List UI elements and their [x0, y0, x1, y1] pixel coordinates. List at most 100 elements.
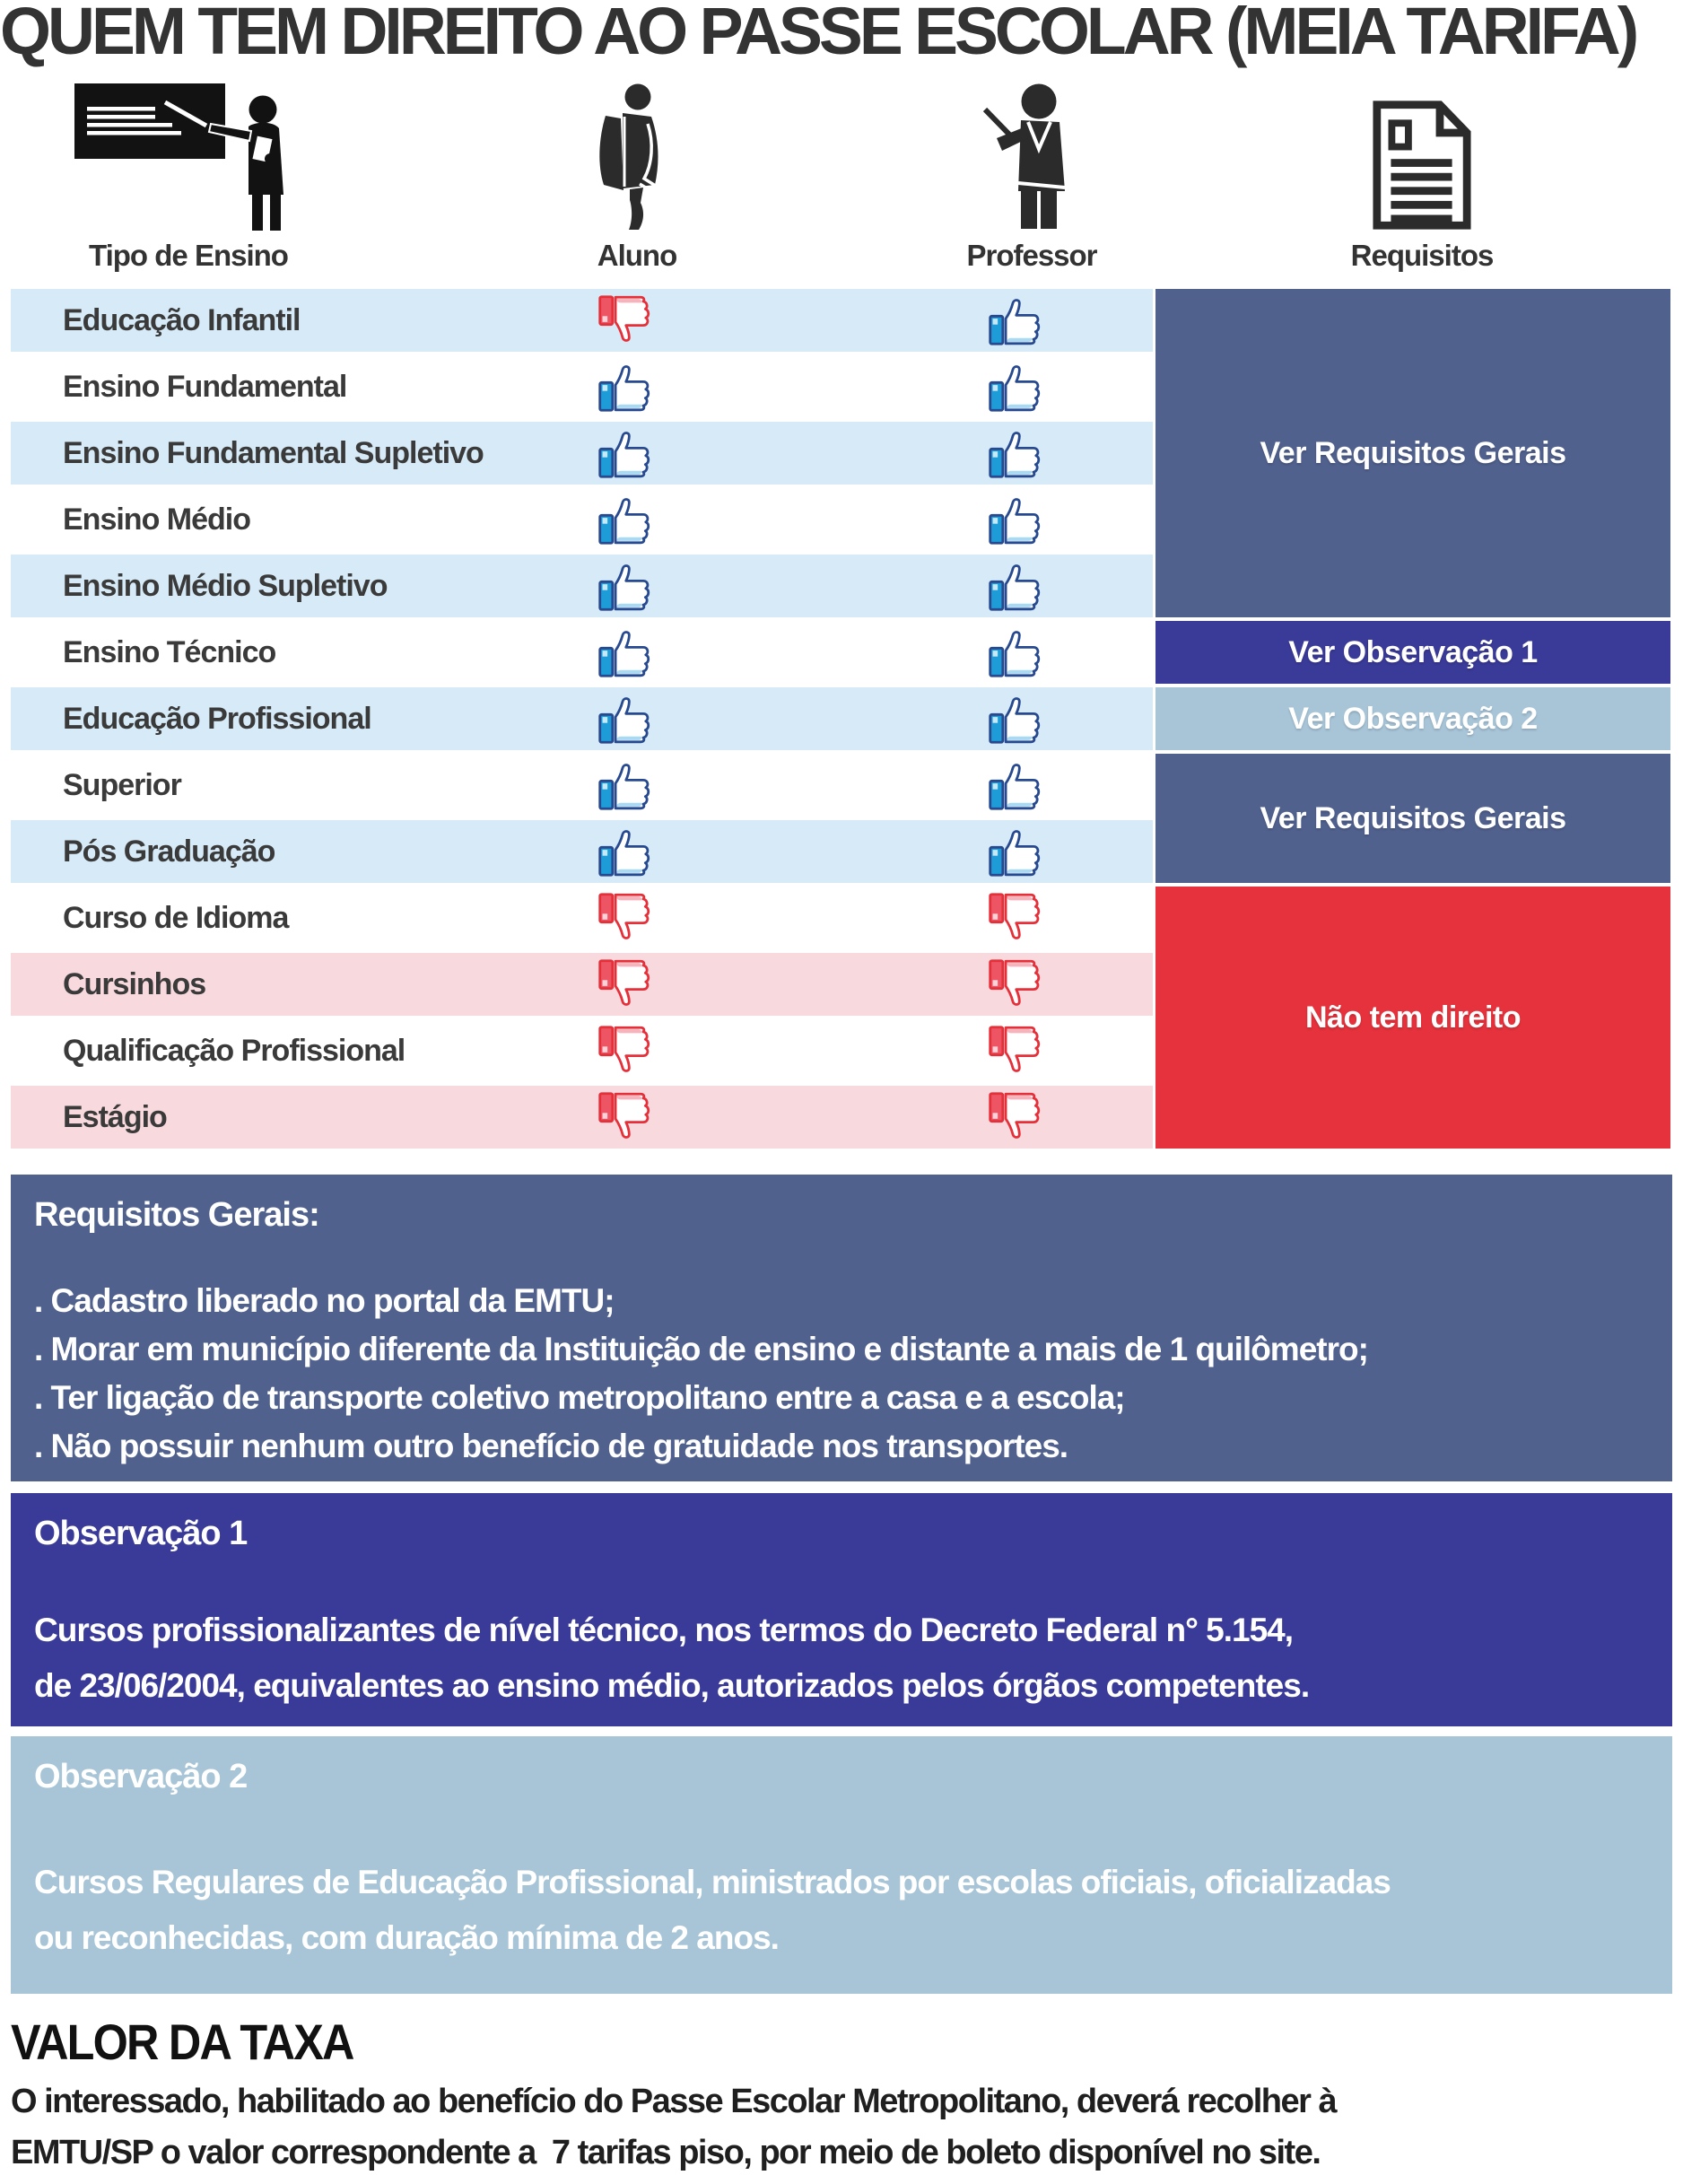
row-label: Ensino Médio Supletivo: [63, 569, 388, 603]
table-row: Estágio: [11, 1086, 1153, 1149]
requisitos-gerais-box: Requisitos Gerais: . Cadastro liberado n…: [11, 1175, 1672, 1481]
aluno-cell: [597, 426, 665, 480]
requisito-block-label: Ver Observação 1: [1288, 634, 1538, 669]
thumb-up-icon: [987, 559, 1053, 613]
professor-icon: [976, 59, 1088, 232]
table-row: Cursinhos: [11, 953, 1153, 1016]
requisito-block: Ver Requisitos Gerais: [1155, 754, 1670, 883]
requisito-item: . Não possuir nenhum outro benefício de …: [34, 1428, 1068, 1464]
row-label: Pós Graduação: [63, 834, 275, 869]
requisito-block-label: Não tem direito: [1305, 1000, 1521, 1035]
aluno-cell: [597, 1024, 665, 1078]
professor-cell: [987, 957, 1055, 1011]
requisito-block-label: Ver Observação 2: [1288, 701, 1538, 736]
row-label: Ensino Fundamental: [63, 370, 347, 404]
row-label: Ensino Médio: [63, 502, 251, 537]
professor-cell: [987, 1090, 1055, 1144]
professor-cell: [987, 625, 1055, 679]
thumb-up-icon: [987, 426, 1053, 480]
thumb-up-icon: [597, 559, 663, 613]
column-label-tipo-de-ensino: Tipo de Ensino: [89, 239, 289, 272]
page-title: QUEM TEM DIREITO AO PASSE ESCOLAR (MEIA …: [0, 0, 1639, 68]
thumb-up-icon: [987, 692, 1053, 746]
professor-cell: [987, 493, 1055, 546]
column-label-requisitos: Requisitos: [1350, 239, 1495, 272]
column-header-tipo-de-ensino: Tipo de Ensino: [36, 59, 341, 273]
thumb-up-icon: [597, 692, 663, 746]
requisito-block-label: Ver Requisitos Gerais: [1260, 435, 1567, 470]
school-table: Educação Infantil Ensino Fundamental Ens…: [11, 289, 1670, 1149]
column-label-aluno: Aluno: [597, 239, 677, 272]
table-row: Ensino Médio: [11, 488, 1153, 551]
table-row: Educação Profissional: [11, 687, 1153, 750]
row-label: Ensino Fundamental Supletivo: [63, 436, 484, 470]
aluno-cell: [597, 360, 665, 414]
aluno-cell: [597, 1090, 665, 1144]
student-icon: [595, 59, 680, 232]
aluno-cell: [597, 957, 665, 1011]
professor-cell: [987, 559, 1055, 613]
professor-cell: [987, 758, 1055, 812]
row-label: Educação Infantil: [63, 303, 301, 337]
row-label: Curso de Idioma: [63, 901, 289, 935]
column-headers: Tipo de Ensino Aluno: [0, 59, 1683, 279]
thumb-down-icon: [597, 957, 663, 1011]
thumb-up-icon: [987, 360, 1053, 414]
thumb-up-icon: [987, 825, 1053, 878]
requisito-block: Ver Observação 2: [1155, 687, 1670, 750]
thumb-up-icon: [597, 625, 663, 679]
aluno-cell: [597, 559, 665, 613]
table-row: Ensino Fundamental: [11, 355, 1153, 418]
table-row: Ensino Técnico: [11, 621, 1153, 684]
observacao-1-title: Observação 1: [34, 1515, 248, 1552]
requisito-item: . Cadastro liberado no portal da EMTU;: [34, 1282, 615, 1319]
thumb-down-icon: [597, 1024, 663, 1078]
thumb-up-icon: [597, 493, 663, 546]
requisito-block: Não tem direito: [1155, 887, 1670, 1149]
thumb-up-icon: [597, 825, 663, 878]
thumb-up-icon: [597, 426, 663, 480]
column-header-requisitos: Requisitos: [1287, 59, 1557, 273]
aluno-cell: [597, 692, 665, 746]
observacao-2-body: Cursos Regulares de Educação Profissiona…: [34, 1864, 1391, 1956]
row-label: Estágio: [63, 1100, 168, 1134]
professor-cell: [987, 891, 1055, 945]
aluno-cell: [597, 625, 665, 679]
aluno-cell: [597, 891, 665, 945]
thumb-down-icon: [987, 891, 1053, 945]
requisito-block: Ver Observação 1: [1155, 621, 1670, 684]
requisito-block-label: Ver Requisitos Gerais: [1260, 800, 1567, 835]
thumb-down-icon: [597, 1090, 663, 1144]
aluno-cell: [597, 293, 665, 347]
thumb-up-icon: [597, 758, 663, 812]
row-label: Ensino Técnico: [63, 635, 276, 669]
thumb-up-icon: [987, 625, 1053, 679]
column-label-professor: Professor: [966, 239, 1097, 272]
professor-cell: [987, 825, 1055, 878]
valor-da-taxa-body: O interessado, habilitado ao benefício d…: [11, 2083, 1338, 2171]
table-row: Ensino Médio Supletivo: [11, 555, 1153, 617]
professor-cell: [987, 692, 1055, 746]
requisito-block: Ver Requisitos Gerais: [1155, 289, 1670, 617]
aluno-cell: [597, 493, 665, 546]
column-header-aluno: Aluno: [502, 59, 772, 273]
professor-cell: [987, 426, 1055, 480]
thumb-down-icon: [987, 957, 1053, 1011]
table-row: Pós Graduação: [11, 820, 1153, 883]
requisito-item: . Morar em município diferente da Instit…: [34, 1331, 1369, 1367]
table-row: Superior: [11, 754, 1153, 817]
table-row: Ensino Fundamental Supletivo: [11, 422, 1153, 485]
observacao-2-title: Observação 2: [34, 1758, 248, 1795]
observacao-1-box: Observação 1 Cursos profissionalizantes …: [11, 1493, 1672, 1726]
observacao-2-box: Observação 2 Cursos Regulares de Educaçã…: [11, 1736, 1672, 1994]
thumb-down-icon: [597, 891, 663, 945]
requisitos-gerais-title: Requisitos Gerais:: [34, 1196, 320, 1234]
requisito-item: . Ter ligação de transporte coletivo met…: [34, 1379, 1126, 1416]
thumb-up-icon: [597, 360, 663, 414]
aluno-cell: [597, 825, 665, 878]
document-icon: [1372, 59, 1472, 232]
row-label: Qualificação Profissional: [63, 1034, 405, 1068]
thumb-up-icon: [987, 493, 1053, 546]
row-label: Superior: [63, 768, 182, 802]
